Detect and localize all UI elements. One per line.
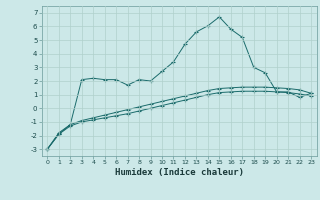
X-axis label: Humidex (Indice chaleur): Humidex (Indice chaleur): [115, 168, 244, 177]
